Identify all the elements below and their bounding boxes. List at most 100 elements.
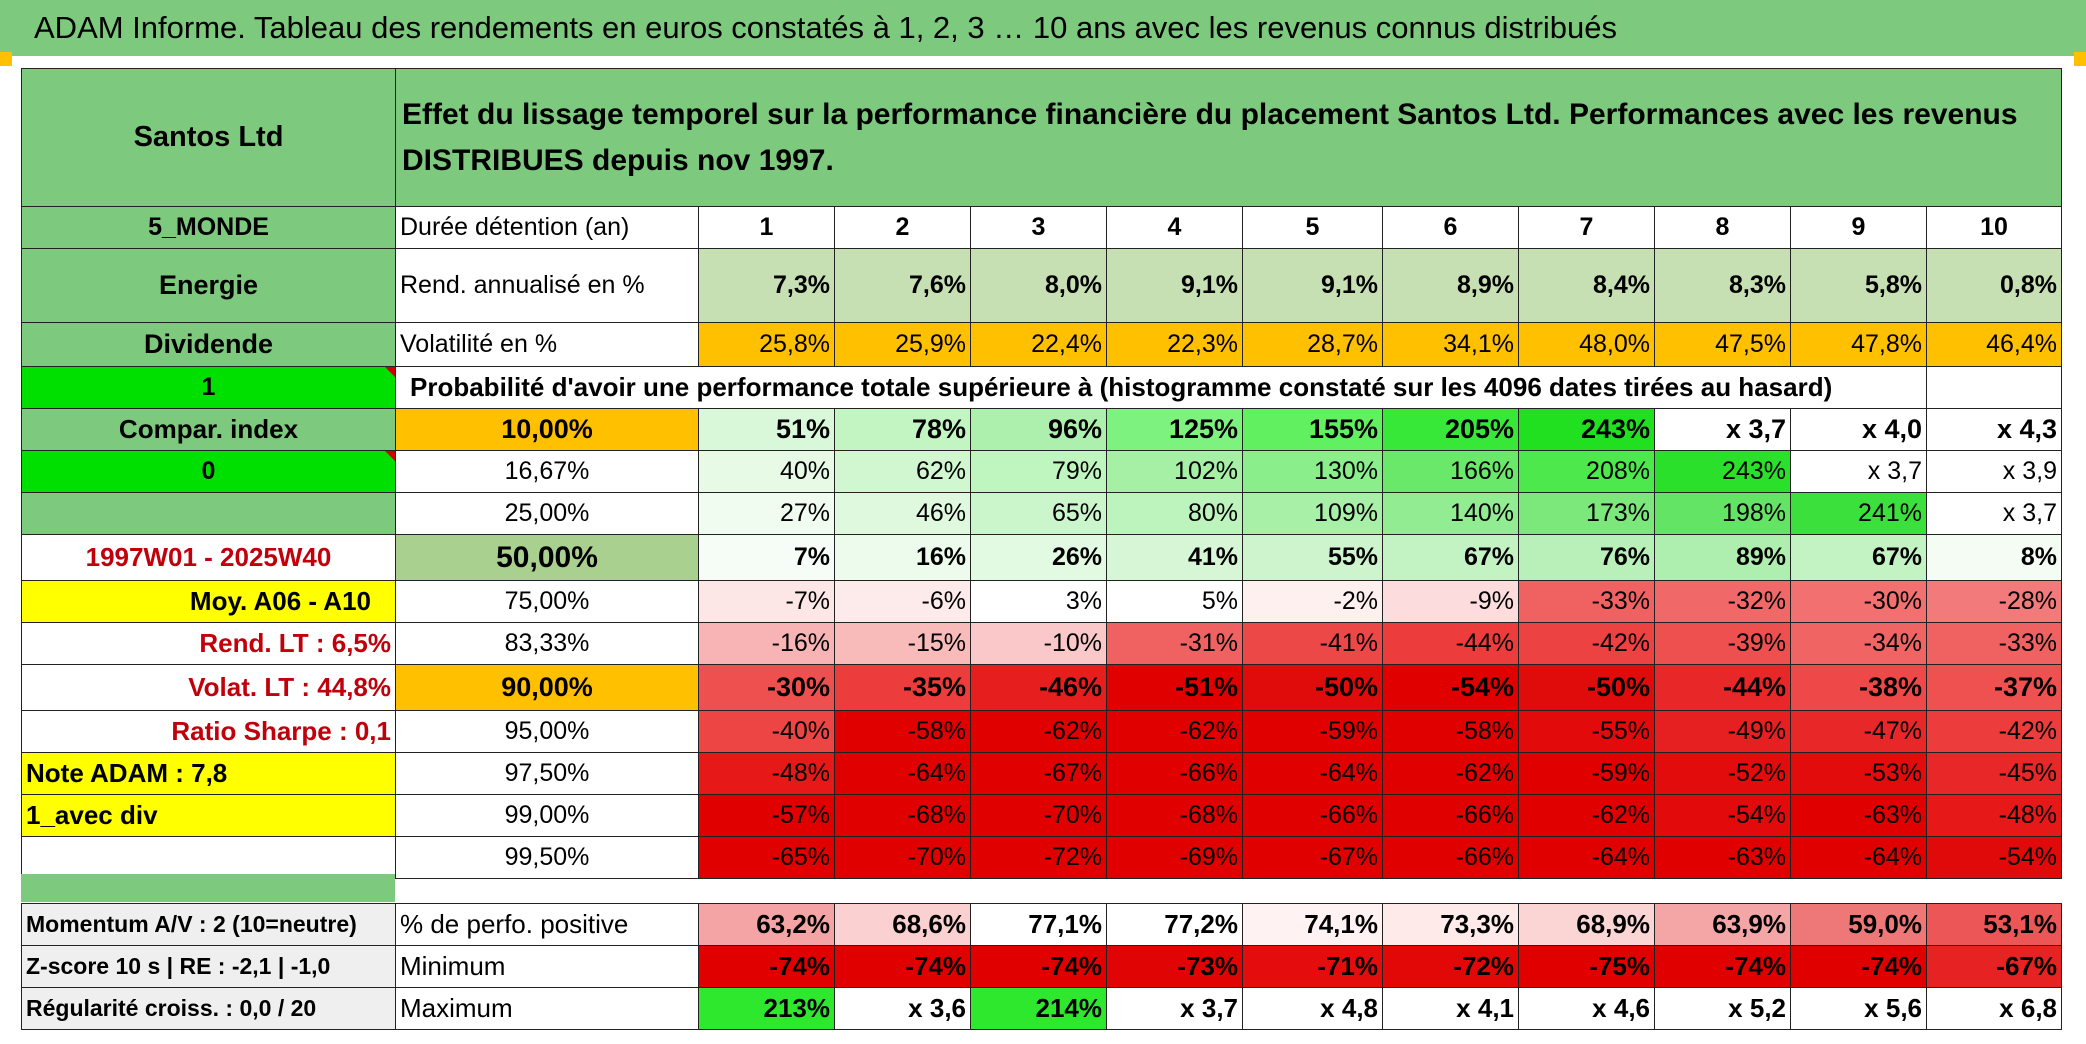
quantile-value: -54% [1926,836,2062,879]
pos-value: 53,1% [1926,903,2062,946]
vol-value: 28,7% [1242,322,1383,367]
year-header: 6 [1382,206,1519,249]
quantile-value: 67% [1790,534,1927,581]
quantile-value: -42% [1926,710,2062,753]
vol-value: 25,9% [834,322,971,367]
separator-bar [21,874,395,902]
quantile-value: -58% [1382,710,1519,753]
stats-row: Momentum A/V : 2 (10=neutre)% de perfo. … [21,903,2062,946]
flag-1-value: 1 [201,373,216,401]
quantile-value: -68% [1106,794,1243,837]
rend-value: 8,9% [1382,248,1519,323]
quantile-value: -62% [1106,710,1243,753]
quantile-value: -57% [698,794,835,837]
quantile-value: 155% [1242,408,1383,451]
corner-marker [2074,52,2086,66]
quantile-row: 1_avec div 99,00% -57% -68% -70% -68% -66% -66%… [21,794,2062,837]
max-value: x 4,6 [1518,987,1655,1030]
vol-value: 47,8% [1790,322,1927,367]
pos-value: 77,2% [1106,903,1243,946]
quantile-label: 75,00% [395,580,699,623]
min-value: -67% [1926,945,2062,988]
min-value: -74% [970,945,1107,988]
quantile-value: -59% [1518,752,1655,795]
quantile-value: -62% [1382,752,1519,795]
stats-table: Momentum A/V : 2 (10=neutre)% de perfo. … [21,903,2062,1030]
quantile-value: -64% [1242,752,1383,795]
max-label: Maximum [395,987,699,1030]
region-label: 5_MONDE [21,206,396,249]
quantile-value: 62% [834,450,971,493]
quantile-value: 41% [1106,534,1243,581]
quantile-value: -44% [1382,622,1519,665]
year-header: 8 [1654,206,1791,249]
pos-value: 63,9% [1654,903,1791,946]
pos-value: 59,0% [1790,903,1927,946]
quantile-label: 99,50% [395,836,699,879]
quantile-value: -46% [970,664,1107,711]
pos-value: 68,6% [834,903,971,946]
quantile-value: 76% [1518,534,1655,581]
quantile-label: 95,00% [395,710,699,753]
quantile-value: -62% [970,710,1107,753]
flag-1: 1 [21,366,396,409]
min-value: -73% [1106,945,1243,988]
max-value: x 3,7 [1106,987,1243,1030]
min-value: -74% [1790,945,1927,988]
quantile-value: -72% [970,836,1107,879]
quantile-value: -53% [1790,752,1927,795]
performance-table: Santos Ltd Effet du lissage temporel sur… [21,68,2062,879]
quantile-value: -35% [834,664,971,711]
rend-value: 9,1% [1106,248,1243,323]
quantile-value: -6% [834,580,971,623]
quantile-value: x 3,7 [1790,450,1927,493]
stats-row: Z-score 10 s | RE : -2,1 | -1,0 Minimum -7… [21,945,2062,988]
quantile-value: -51% [1106,664,1243,711]
pos-value: 73,3% [1382,903,1519,946]
quantile-value: 46% [834,492,971,535]
quantile-value: -63% [1654,836,1791,879]
quantile-value: -55% [1518,710,1655,753]
quantile-value: 3% [970,580,1107,623]
empty-cell [1926,366,2062,409]
min-value: -75% [1518,945,1655,988]
quantile-value: -58% [834,710,971,753]
quantile-value: -33% [1926,622,2062,665]
rend-value: 8,4% [1518,248,1655,323]
quantile-value: -59% [1242,710,1383,753]
quantile-label: 25,00% [395,492,699,535]
quantile-value: -66% [1106,752,1243,795]
quantile-value: x 3,7 [1926,492,2062,535]
comment-marker [385,451,395,461]
quantile-value: x 4,0 [1790,408,1927,451]
quantile-label: 99,00% [395,794,699,837]
asset-name: Santos Ltd [21,68,396,207]
pos-label: % de perfo. positive [395,903,699,946]
pos-value: 68,9% [1518,903,1655,946]
quantile-row: Compar. index 10,00% 51% 78% 96% 125% 155% 205%… [21,408,2062,451]
quantile-value: 89% [1654,534,1791,581]
quantile-label: 10,00% [395,408,699,451]
quantile-value: 8% [1926,534,2062,581]
rend-lt-label: Rend. LT : 6,5% [21,622,396,665]
quantile-value: -52% [1654,752,1791,795]
quantile-value: 198% [1654,492,1791,535]
rend-label: Rend. annualisé en % [395,248,699,323]
quantile-label: 83,33% [395,622,699,665]
comment-marker [385,367,395,377]
quantile-value: -62% [1518,794,1655,837]
report-title: ADAM Informe. Tableau des rendements en … [0,0,2086,56]
quantile-value: 166% [1382,450,1519,493]
quantile-value: 102% [1106,450,1243,493]
year-header: 7 [1518,206,1655,249]
quantile-label: 16,67% [395,450,699,493]
rend-value: 7,6% [834,248,971,323]
quantile-value: x 4,3 [1926,408,2062,451]
quantile-value: 130% [1242,450,1383,493]
quantile-value: -39% [1654,622,1791,665]
quantile-value: 80% [1106,492,1243,535]
quantile-value: -40% [698,710,835,753]
quantile-row: Ratio Sharpe : 0,1 95,00% -40% -58% -62% -62%… [21,710,2062,753]
pos-value: 77,1% [970,903,1107,946]
quantile-value: -16% [698,622,835,665]
